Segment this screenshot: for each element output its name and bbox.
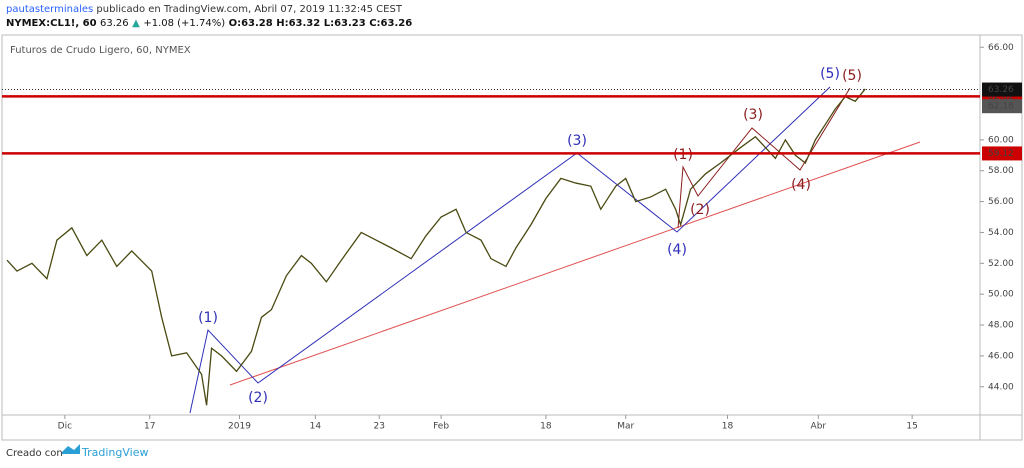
header-line: pautasterminales publicado en TradingVie… (6, 4, 403, 15)
x-tick-label: 2019 (228, 422, 251, 432)
x-tick-label: 15 (906, 422, 917, 432)
trendline (229, 141, 921, 386)
level-label: 59.12 (988, 149, 1014, 159)
wave-label: (1) (198, 310, 218, 326)
wave-label: (1) (673, 147, 693, 163)
wave-label: (2) (248, 390, 268, 406)
y-tick-label: 60.00 (988, 135, 1014, 145)
open: O:63.28 (229, 18, 273, 29)
published: publicado en TradingView.com, Abril 07, … (96, 4, 402, 15)
price-line (6, 88, 866, 406)
made-with: Creado con (6, 448, 63, 459)
marker-price-tag (982, 99, 1022, 114)
x-tick-label: Mar (617, 422, 634, 432)
wave-label: (2) (690, 202, 710, 218)
close: C:63.26 (369, 18, 412, 29)
y-tick-label: 56.00 (988, 197, 1014, 207)
arrow: ▲ (132, 18, 140, 29)
x-tick-label: Feb (433, 422, 449, 432)
symbol-line: NYMEX:CL1!, 60 63.26 ▲ +1.08 (+1.74%) O:… (6, 18, 412, 29)
x-tick-label: 18 (540, 422, 552, 432)
y-tick-label: 52.00 (988, 259, 1014, 269)
y-tick-label: 58.00 (988, 166, 1014, 176)
wave-line (189, 86, 831, 414)
x-tick-label: Dic (58, 422, 72, 432)
frame (1, 34, 1023, 441)
level-tag (982, 146, 1022, 161)
low: L:63.23 (324, 18, 366, 29)
wave-label: (3) (567, 133, 587, 149)
author: pautasterminales (6, 4, 93, 15)
last-price-tag (982, 82, 1022, 97)
y-tick-label: 44.00 (988, 382, 1014, 392)
last-price-label: 63.26 (988, 85, 1014, 95)
wave-label: (3) (743, 107, 763, 123)
wave-label: (4) (667, 242, 687, 258)
marker-price-label: 62.18 (988, 102, 1014, 112)
wave-label: (5) (820, 66, 840, 82)
change: +1.08 (+1.74%) (143, 18, 225, 29)
brand-logo (62, 444, 80, 454)
high: H:63.32 (276, 18, 320, 29)
wave-label: (5) (842, 68, 862, 84)
y-tick-label: 46.00 (988, 351, 1014, 361)
y-tick-label: 50.00 (988, 290, 1014, 300)
x-tick-label: 23 (374, 422, 385, 432)
x-tick-label: 18 (722, 422, 734, 432)
y-tick-label: 54.00 (988, 228, 1014, 238)
x-tick-label: Abr (811, 422, 827, 432)
y-tick-label: 66.00 (988, 43, 1014, 53)
symbol: NYMEX:CL1!, 60 (6, 18, 97, 29)
y-tick-label: 48.00 (988, 321, 1014, 331)
brand: TradingView (81, 446, 148, 459)
level-label: 62.82 (988, 92, 1014, 102)
wave-label: (4) (791, 177, 811, 193)
chart-title: Futuros de Crudo Ligero, 60, NYMEX (10, 45, 191, 56)
x-tick-label: 14 (310, 422, 322, 432)
last: 63.26 (100, 18, 129, 29)
x-tick-label: 17 (144, 422, 155, 432)
